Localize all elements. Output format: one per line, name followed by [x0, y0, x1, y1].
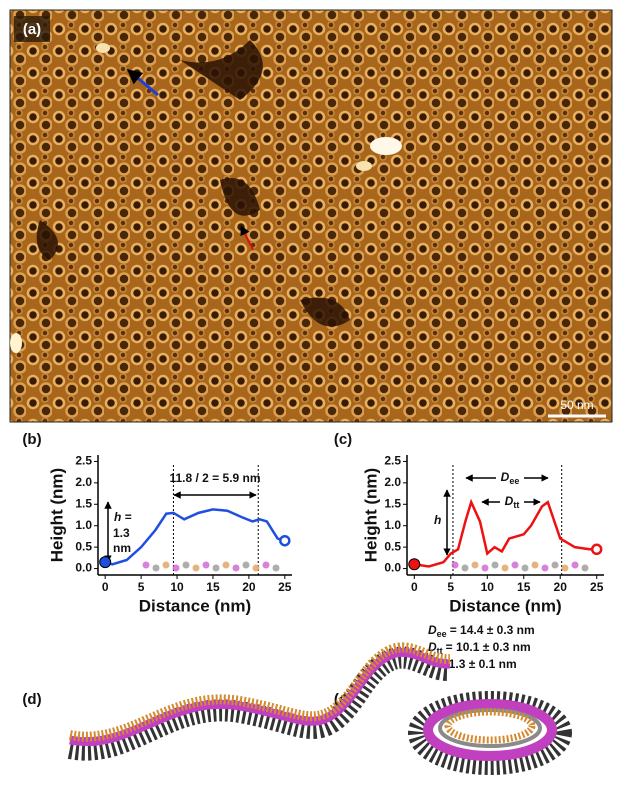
annotation: 11.8 / 2 = 5.9 nm [169, 471, 260, 485]
y-tick-label: 1.0 [384, 518, 401, 532]
x-tick-label: 5 [138, 580, 145, 594]
end-marker [280, 536, 289, 545]
molecule-dot [562, 565, 569, 572]
molecule-dot [452, 562, 459, 569]
annotation: 1.3 [113, 526, 130, 540]
molecule-dot [263, 562, 270, 569]
x-tick-label: 15 [517, 580, 531, 594]
data-line [414, 502, 596, 566]
molecule-dot [472, 562, 479, 569]
y-tick-label: 1.5 [75, 496, 92, 510]
y-tick-label: 1.5 [384, 496, 401, 510]
molecule-dot [193, 565, 200, 572]
molecule-dot [203, 562, 210, 569]
y-tick-label: 2.0 [75, 475, 92, 489]
panel-label: (a) [23, 21, 41, 38]
x-tick-label: 10 [170, 580, 184, 594]
molecule-ring [416, 699, 564, 767]
y-tick-label: 2.5 [384, 454, 401, 468]
value-text: = 14.4 ± 0.3 nm [450, 623, 535, 637]
y-tick-label: 0.0 [384, 561, 401, 575]
molecule-dot [462, 565, 469, 572]
subscript: ee [437, 629, 447, 639]
end-marker [592, 545, 601, 554]
annotation: h [114, 510, 121, 524]
panel-label: (b) [22, 431, 41, 448]
molecule-dot [532, 562, 539, 569]
x-tick-label: 20 [242, 580, 256, 594]
panel-label: (c) [334, 431, 352, 448]
annotation: Dtt [505, 494, 520, 510]
molecule-dot [582, 565, 589, 572]
x-tick-label: 15 [206, 580, 220, 594]
annotation: D [505, 494, 514, 508]
molecule-dot [173, 565, 180, 572]
x-tick-label: 0 [102, 580, 109, 594]
molecule-dot [153, 565, 160, 572]
start-marker [100, 557, 111, 568]
molecule-dot [253, 565, 260, 572]
y-tick-label: 2.5 [75, 454, 92, 468]
molecule-dot [522, 565, 529, 572]
x-tick-label: 25 [278, 580, 292, 594]
result-line: Dtt= 10.1 ± 0.3 nm [428, 640, 531, 656]
molecule-dot [213, 565, 220, 572]
y-tick-label: 2.0 [384, 475, 401, 489]
annotation: = [125, 510, 132, 524]
y-tick-label: 0.0 [75, 561, 92, 575]
molecule-dot [273, 565, 280, 572]
molecule-dot [552, 562, 559, 569]
annotation: h = [114, 510, 132, 524]
molecule-dot [572, 562, 579, 569]
molecule-dot [183, 562, 190, 569]
x-tick-label: 20 [554, 580, 568, 594]
value-text: = 1.3 ± 0.1 nm [438, 657, 516, 671]
molecule-dot [542, 565, 549, 572]
x-tick-label: 10 [481, 580, 495, 594]
x-axis-label: Distance (nm) [449, 596, 561, 615]
annotation: tt [513, 500, 519, 510]
value-text: = 10.1 ± 0.3 nm [446, 640, 531, 654]
y-axis-label: Height (nm) [47, 468, 66, 562]
scale-bar-label: 50 nm [560, 398, 593, 412]
y-tick-label: 1.0 [75, 518, 92, 532]
molecule-dot [512, 562, 519, 569]
result-line: Dee= 14.4 ± 0.3 nm [428, 623, 535, 639]
molecule-dot [223, 562, 230, 569]
molecule-dot [163, 562, 170, 569]
x-axis-label: Distance (nm) [139, 596, 251, 615]
start-marker [409, 559, 420, 570]
annotation: Dee [501, 470, 520, 486]
y-tick-label: 0.5 [75, 539, 92, 553]
molecule-dot [233, 565, 240, 572]
annotation: h [434, 513, 441, 527]
molecule-dot [492, 562, 499, 569]
afm-image: (a) 50 nm [10, 10, 612, 422]
x-tick-label: 5 [447, 580, 454, 594]
figure: (a) 50 nm (b) (c) (d) (e) 11.8 / 2 = 5.9… [0, 0, 619, 785]
molecule-dot [243, 562, 250, 569]
y-axis-label: Height (nm) [361, 468, 380, 562]
annotation: D [501, 470, 510, 484]
molecule-dot [502, 565, 509, 572]
panel-label: (d) [22, 691, 41, 708]
y-tick-label: 0.5 [384, 539, 401, 553]
molecule-strand [70, 647, 450, 749]
annotation: ee [509, 476, 519, 486]
x-tick-label: 25 [590, 580, 604, 594]
molecule-dot [143, 562, 150, 569]
annotation: nm [113, 541, 131, 555]
molecule-dot [482, 565, 489, 572]
symbol: D [428, 623, 437, 637]
x-tick-label: 0 [411, 580, 418, 594]
